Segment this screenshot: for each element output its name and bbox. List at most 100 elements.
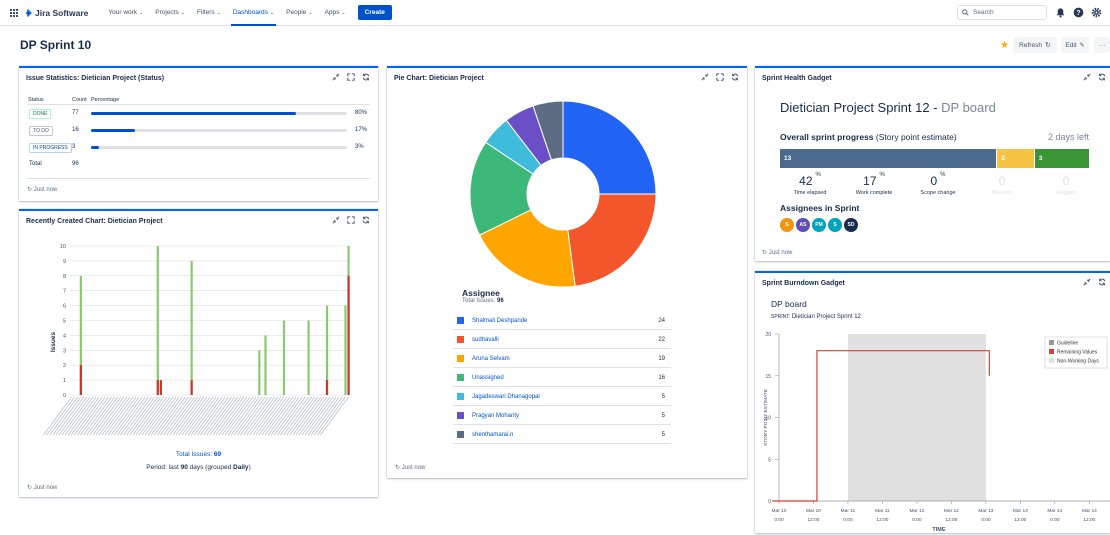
legend-row[interactable]: Unassigned 16 [453,369,671,387]
notifications-icon[interactable] [1055,7,1066,18]
bar-created[interactable] [325,305,329,395]
legend-row[interactable]: Jagadeswari Dhanagopal 5 [453,388,671,406]
legend-swatch [457,374,464,381]
bar-resolved[interactable] [79,365,82,395]
bar-created[interactable] [190,260,193,395]
minimize-icon[interactable] [1083,73,1091,81]
legend-row[interactable]: shenthamarai.n 5 [453,426,671,444]
jira-logo[interactable]: Jira Software [24,8,88,18]
x-tick-time: 12:00 [1083,517,1095,523]
remaining-values-line[interactable] [772,350,990,502]
nav-projects[interactable]: Projects ⌄ [155,9,185,16]
status-lozenge[interactable]: DONE [29,109,52,119]
pie-slice[interactable] [562,100,657,195]
bar-resolved[interactable] [347,275,350,395]
legend-row[interactable]: Aruna Selvam 19 [453,350,671,368]
minimize-icon[interactable] [332,216,340,224]
refresh-button[interactable]: Refresh ↻ [1013,37,1057,53]
gadget-title: Recently Created Chart: Dietician Projec… [26,218,163,225]
y-tick-label: 10 [60,244,66,250]
bar-created[interactable] [282,320,286,396]
legend-swatch [1049,358,1054,363]
refresh-small-icon[interactable]: ↻ [762,250,768,256]
status-lozenge[interactable]: IN PROGRESS [29,143,72,153]
x-tick-time: 12:00 [945,517,957,523]
nav-your-work[interactable]: Your work ⌄ [108,9,144,16]
pencil-icon: ✎ [1079,42,1085,49]
status-count: 16 [72,127,79,133]
pie-slice[interactable] [532,100,564,161]
x-tick-label [298,396,328,436]
assignee-legend: Shalmali Deshpande 24 sudhavalli 22 Aruna Se… [453,312,671,444]
legend-row[interactable]: Pragyan Mohanty 5 [453,407,671,425]
bar-resolved[interactable] [325,380,329,395]
avatar[interactable]: S [828,218,842,232]
more-actions-button[interactable]: ··· [1094,37,1110,53]
avatar[interactable]: PM [812,218,826,232]
nav-apps[interactable]: Apps ⌄ [324,9,346,16]
x-tick-label [160,396,189,436]
bar-resolved[interactable] [190,380,193,395]
metric-label: Time elapsed [793,190,827,196]
maximize-icon[interactable] [716,73,724,81]
metric-label: Blockers [991,190,1013,196]
nav-dashboards[interactable]: Dashboards ⌄ [227,0,280,26]
refresh-small-icon[interactable]: ↻ [27,485,33,491]
y-tick-label: 9 [63,259,66,265]
last-updated: ↻ Just now [27,187,58,193]
status-lozenge[interactable]: TO DO [29,126,53,136]
progress-segment: 2 [997,149,1034,168]
refresh-icon[interactable] [1098,278,1106,286]
help-icon[interactable]: ? [1073,7,1084,18]
search-input[interactable]: Search [957,5,1047,20]
bar-created[interactable] [344,305,347,395]
edit-button[interactable]: Edit ✎ [1061,37,1089,53]
app-switcher-icon[interactable] [10,8,18,17]
x-tick-label [43,396,72,436]
pie-slice[interactable] [567,193,657,287]
burndown-sprint: SPRINT: Dietician Project Sprint 12 [771,314,861,320]
percentage-bar [91,146,347,149]
sprint-heading: Dietician Project Sprint 12 - DP board [780,100,996,115]
minimize-icon[interactable] [332,73,340,81]
avatar[interactable]: SD [844,218,858,232]
minimize-icon[interactable] [1083,278,1091,286]
metric-value: 42 [799,174,813,188]
y-tick-label: 4 [63,333,66,339]
refresh-icon[interactable] [362,216,370,224]
nav-people[interactable]: People ⌄ [286,9,313,16]
bar-created[interactable] [156,246,159,395]
maximize-icon[interactable] [347,216,355,224]
x-tick-label [58,396,88,436]
maximize-icon[interactable] [347,73,355,81]
percentage-bar-fill [91,129,135,132]
x-tick-label [110,396,140,436]
minimize-icon[interactable] [701,73,709,81]
chevron-down-icon: ⌄ [216,9,221,16]
bar-created[interactable] [79,275,82,395]
x-tick-label [258,396,288,436]
settings-icon[interactable] [1091,7,1102,18]
x-tick-label [286,396,315,436]
star-icon[interactable]: ★ [1000,40,1009,51]
avatar[interactable]: AS [796,218,810,232]
bar-resolved[interactable] [156,380,159,395]
legend-row[interactable]: sudhavalli 22 [453,331,671,349]
refresh-icon[interactable] [731,73,739,81]
legend-swatch [1049,340,1054,345]
pie-slice[interactable] [478,209,576,288]
nav-filters[interactable]: Filters ⌄ [196,9,221,16]
refresh-icon[interactable] [1098,73,1106,81]
metric-unit: % [879,172,885,178]
avatar[interactable]: S [780,218,794,232]
bar-created[interactable] [264,335,267,395]
bar-created[interactable] [258,350,261,395]
refresh-small-icon[interactable]: ↻ [27,187,33,193]
pie-slice[interactable] [469,141,534,236]
bar-created[interactable] [307,320,310,396]
create-button[interactable]: Create [357,5,392,20]
bar-resolved[interactable] [159,380,162,395]
refresh-small-icon[interactable]: ↻ [395,465,401,471]
legend-row[interactable]: Shalmali Deshpande 24 [453,312,671,330]
refresh-icon[interactable] [362,73,370,81]
